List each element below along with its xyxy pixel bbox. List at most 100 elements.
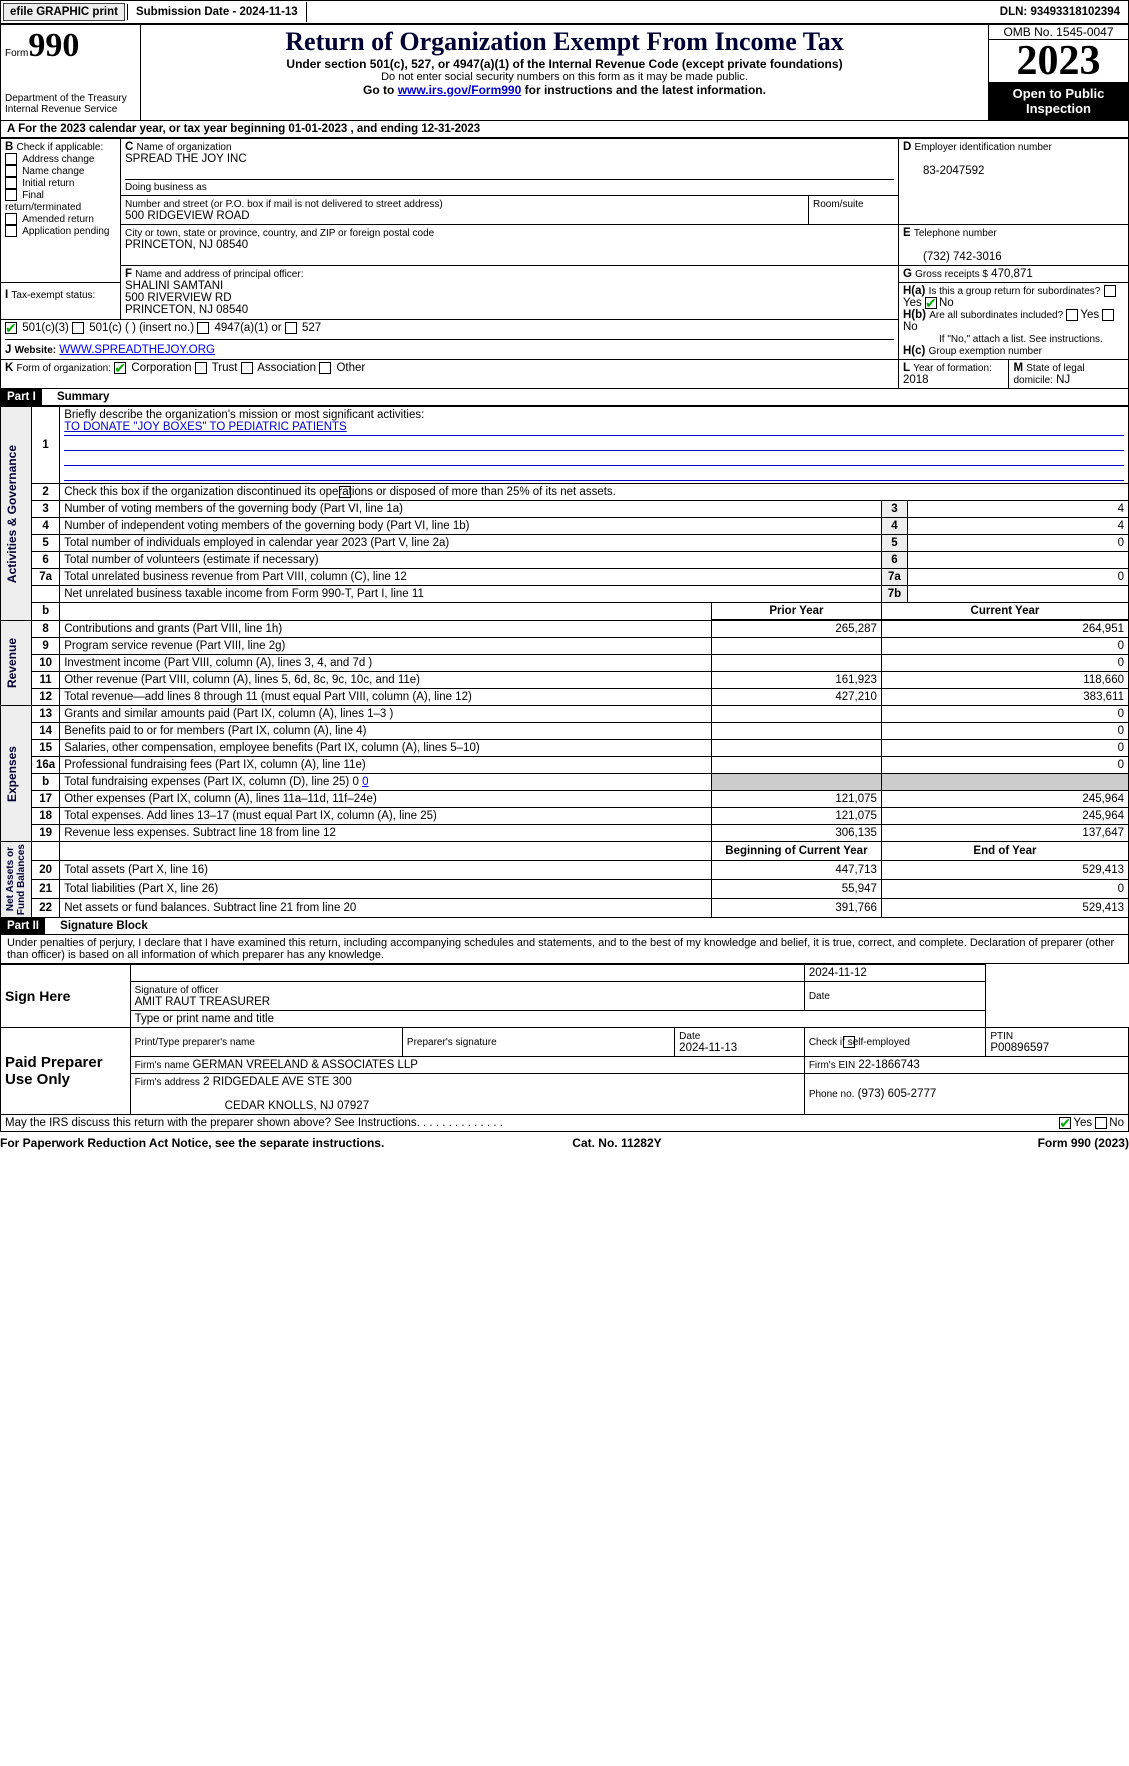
check-discuss-no[interactable] (1095, 1117, 1107, 1129)
box-b-label: Check if applicable: (17, 142, 104, 153)
goto-link-row: Go to www.irs.gov/Form990 for instructio… (145, 83, 984, 97)
check-ha-yes[interactable] (1104, 285, 1116, 297)
exp-16b-label: Total fundraising expenses (Part IX, col… (64, 776, 359, 788)
exp-18-label: Total expenses. Add lines 13–17 (must eq… (60, 808, 712, 825)
part-i-title: Summary (45, 391, 109, 403)
na-22-label: Net assets or fund balances. Subtract li… (60, 899, 712, 918)
opt-trust: Trust (212, 362, 238, 374)
row-6-val (907, 552, 1128, 569)
footer-mid: Cat. No. 11282Y (572, 1136, 661, 1150)
paid-preparer-label: Paid Preparer Use Only (1, 1028, 131, 1115)
rev-8-curr: 264,951 (881, 621, 1128, 638)
row-4-label: Number of independent voting members of … (60, 518, 882, 535)
vlabel-expenses: Expenses (5, 746, 19, 802)
sign-here-label: Sign Here (1, 965, 131, 1028)
dept-treasury: Department of the Treasury Internal Reve… (5, 93, 136, 115)
goto-link[interactable]: www.irs.gov/Form990 (398, 83, 522, 97)
check-501c3[interactable] (5, 322, 17, 334)
check-initial-return[interactable] (5, 177, 17, 189)
gross-receipts: 470,871 (991, 268, 1033, 280)
form-subtitle: Under section 501(c), 527, or 4947(a)(1)… (145, 57, 984, 71)
officer-name: SHALINI SAMTANI (125, 280, 223, 292)
check-other[interactable] (319, 362, 331, 374)
website-label: Website: (15, 345, 57, 356)
mission-label: Briefly describe the organization's miss… (64, 409, 424, 421)
box-g-label: Gross receipts $ (915, 269, 988, 280)
exp-15-curr: 0 (881, 740, 1128, 757)
row-7a-label: Total unrelated business revenue from Pa… (60, 569, 882, 586)
check-application-pending[interactable] (5, 225, 17, 237)
na-22-begin: 391,766 (711, 899, 881, 918)
check-527[interactable] (285, 322, 297, 334)
city-label: City or town, state or province, country… (125, 228, 434, 239)
row-5-label: Total number of individuals employed in … (60, 535, 882, 552)
link-16b-zero[interactable]: 0 (362, 776, 368, 788)
check-discontinued[interactable] (339, 486, 351, 498)
dba-label: Doing business as (125, 179, 894, 193)
check-ha-no[interactable] (925, 297, 937, 309)
box-m-label: State of legal domicile: (1013, 363, 1084, 386)
na-22-end: 529,413 (881, 899, 1128, 918)
exp-17-curr: 245,964 (881, 791, 1128, 808)
website-link[interactable]: WWW.SPREADTHEJOY.ORG (59, 344, 215, 356)
sig-type-label: Type or print name and title (130, 1011, 986, 1028)
submission-date: Submission Date - 2024-11-13 (127, 4, 306, 20)
na-21-end: 0 (881, 880, 1128, 899)
sig-date-label: Date (809, 991, 830, 1002)
goto-prefix: Go to (363, 83, 398, 97)
check-hb-no[interactable] (1102, 309, 1114, 321)
form-title: Return of Organization Exempt From Incom… (145, 27, 984, 57)
opt-501c: 501(c) ( ) (insert no.) (89, 323, 194, 335)
check-trust[interactable] (195, 362, 207, 374)
opt-amended-return: Amended return (22, 214, 94, 225)
sig-date: 2024-11-12 (809, 967, 867, 979)
efile-print-button[interactable]: efile GRAPHIC print (3, 3, 125, 21)
na-20-begin: 447,713 (711, 861, 881, 880)
firm-ein-label: Firm's EIN (809, 1060, 855, 1071)
prep-date-label: Date (679, 1031, 700, 1042)
exp-19-label: Revenue less expenses. Subtract line 18 … (60, 825, 712, 842)
exp-19-curr: 137,647 (881, 825, 1128, 842)
box-k-label: Form of organization: (17, 363, 112, 374)
check-discuss-yes[interactable] (1059, 1117, 1071, 1129)
row-7b-label: Net unrelated business taxable income fr… (60, 586, 882, 603)
box-e-label: Telephone number (914, 228, 997, 239)
check-4947[interactable] (197, 322, 209, 334)
form-header: Form990 Department of the Treasury Inter… (0, 24, 1129, 121)
exp-15-label: Salaries, other compensation, employee b… (60, 740, 712, 757)
firm-name-label: Firm's name (135, 1060, 190, 1071)
city: PRINCETON, NJ 08540 (125, 239, 248, 251)
mission-text: TO DONATE "JOY BOXES" TO PEDIATRIC PATIE… (64, 421, 347, 433)
exp-14-curr: 0 (881, 723, 1128, 740)
check-501c[interactable] (72, 322, 84, 334)
room-label: Room/suite (813, 199, 864, 210)
h-b-label: Are all subordinates included? (929, 310, 1063, 321)
rev-8-label: Contributions and grants (Part VIII, lin… (60, 621, 712, 638)
row-5-val: 0 (907, 535, 1128, 552)
check-name-change[interactable] (5, 165, 17, 177)
na-20-end: 529,413 (881, 861, 1128, 880)
perjury-declaration: Under penalties of perjury, I declare th… (0, 935, 1129, 964)
col-begin: Beginning of Current Year (711, 842, 881, 861)
h-c-label: Group exemption number (929, 346, 1042, 357)
officer-city: PRINCETON, NJ 08540 (125, 304, 248, 316)
na-21-label: Total liabilities (Part X, line 26) (60, 880, 712, 899)
check-association[interactable] (241, 362, 253, 374)
exp-16a-label: Professional fundraising fees (Part IX, … (60, 757, 712, 774)
firm-name: GERMAN VREELAND & ASSOCIATES LLP (193, 1059, 418, 1071)
exp-13-curr: 0 (881, 706, 1128, 723)
box-f-label: Name and address of principal officer: (135, 269, 303, 280)
part-ii-hdr: Part II (1, 918, 45, 934)
col-end: End of Year (881, 842, 1128, 861)
check-hb-yes[interactable] (1066, 309, 1078, 321)
officer-street: 500 RIVERVIEW RD (125, 292, 232, 304)
part-ii-title: Signature Block (48, 920, 148, 932)
check-corporation[interactable] (114, 362, 126, 374)
form-number: 990 (28, 27, 79, 64)
check-amended-return[interactable] (5, 213, 17, 225)
check-final-return[interactable] (5, 189, 17, 201)
rev-11-curr: 118,660 (881, 672, 1128, 689)
check-address-change[interactable] (5, 153, 17, 165)
check-self-employed[interactable] (843, 1036, 855, 1048)
rev-10-prior (711, 655, 881, 672)
